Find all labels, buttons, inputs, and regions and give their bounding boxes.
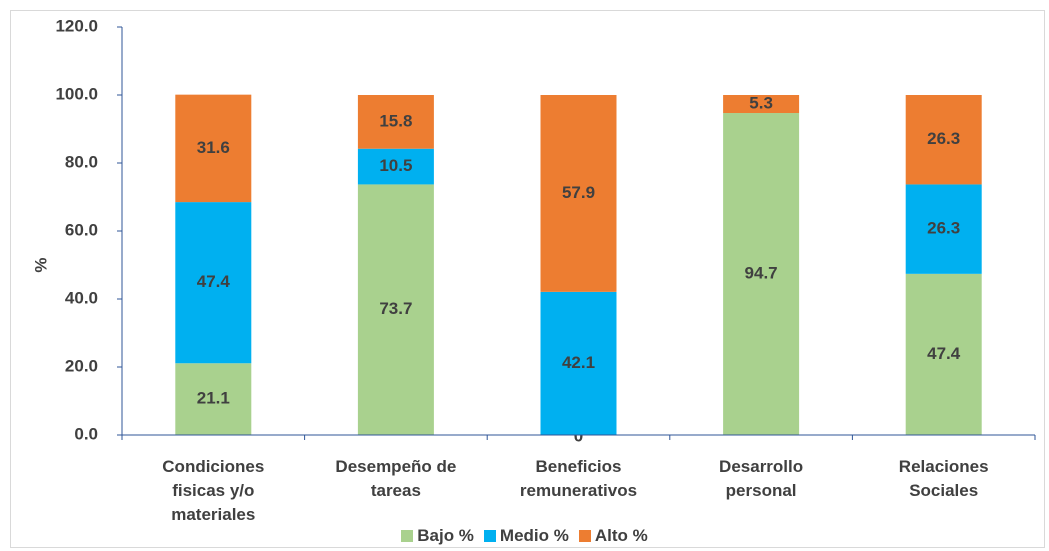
legend-item: Medio %	[483, 526, 569, 546]
legend-swatch	[483, 530, 496, 542]
y-tick-label: 120.0	[55, 16, 98, 35]
data-label: 47.4	[197, 272, 231, 291]
y-tick-label: 20.0	[65, 356, 98, 375]
bar-segment	[723, 95, 800, 114]
legend: Bajo % Medio % Alto %	[0, 526, 1049, 546]
data-label: 94.7	[745, 263, 778, 282]
data-label: 21.1	[197, 389, 230, 408]
bar-segment	[357, 95, 434, 149]
legend-label: Bajo %	[417, 526, 474, 545]
bar-segment	[357, 184, 434, 435]
bar-segment	[175, 94, 252, 203]
bar-segment	[357, 148, 434, 185]
y-tick-label: 100.0	[55, 84, 98, 103]
bar-segment	[540, 95, 617, 292]
x-tick-label: Desempeño de tareas	[335, 457, 457, 500]
y-axis-label: %	[31, 257, 50, 272]
legend-swatch	[578, 530, 591, 542]
y-tick-label: 40.0	[65, 288, 98, 307]
y-tick-label: 0.0	[74, 424, 98, 443]
x-tick-label: Relaciones Sociales	[898, 457, 989, 500]
data-label: 5.3	[749, 93, 773, 112]
bar-segment	[723, 113, 800, 436]
data-label: 57.9	[562, 183, 595, 202]
legend-item: Bajo %	[401, 526, 474, 546]
bar-segment	[905, 184, 982, 274]
legend-swatch	[401, 530, 414, 542]
legend-item: Alto %	[578, 526, 648, 546]
chart-border	[10, 10, 1045, 548]
x-tick-label: Condiciones fisicas y/o materiales	[162, 457, 265, 524]
x-tick-label: Desarrollo personal	[719, 457, 804, 500]
data-label: 31.6	[197, 138, 230, 157]
y-tick-label: 80.0	[65, 152, 98, 171]
legend-label: Medio %	[499, 526, 569, 545]
data-label: 47.4	[927, 344, 961, 363]
data-label: 26.3	[927, 129, 960, 148]
data-label: 15.8	[379, 111, 412, 130]
bar-segment	[905, 273, 982, 435]
legend-label: Alto %	[594, 526, 648, 545]
bar-segment	[175, 202, 252, 364]
bar-segment	[175, 363, 252, 435]
bar-segment	[905, 95, 982, 185]
data-label: 42.1	[562, 353, 595, 372]
data-label: 10.5	[379, 156, 412, 175]
bar-segment	[540, 291, 617, 435]
x-tick-label: Beneficios remunerativos	[519, 457, 638, 500]
data-label: 26.3	[927, 219, 960, 238]
data-label: 73.7	[379, 299, 412, 318]
data-label: 0	[574, 426, 583, 445]
y-tick-label: 60.0	[65, 220, 98, 239]
